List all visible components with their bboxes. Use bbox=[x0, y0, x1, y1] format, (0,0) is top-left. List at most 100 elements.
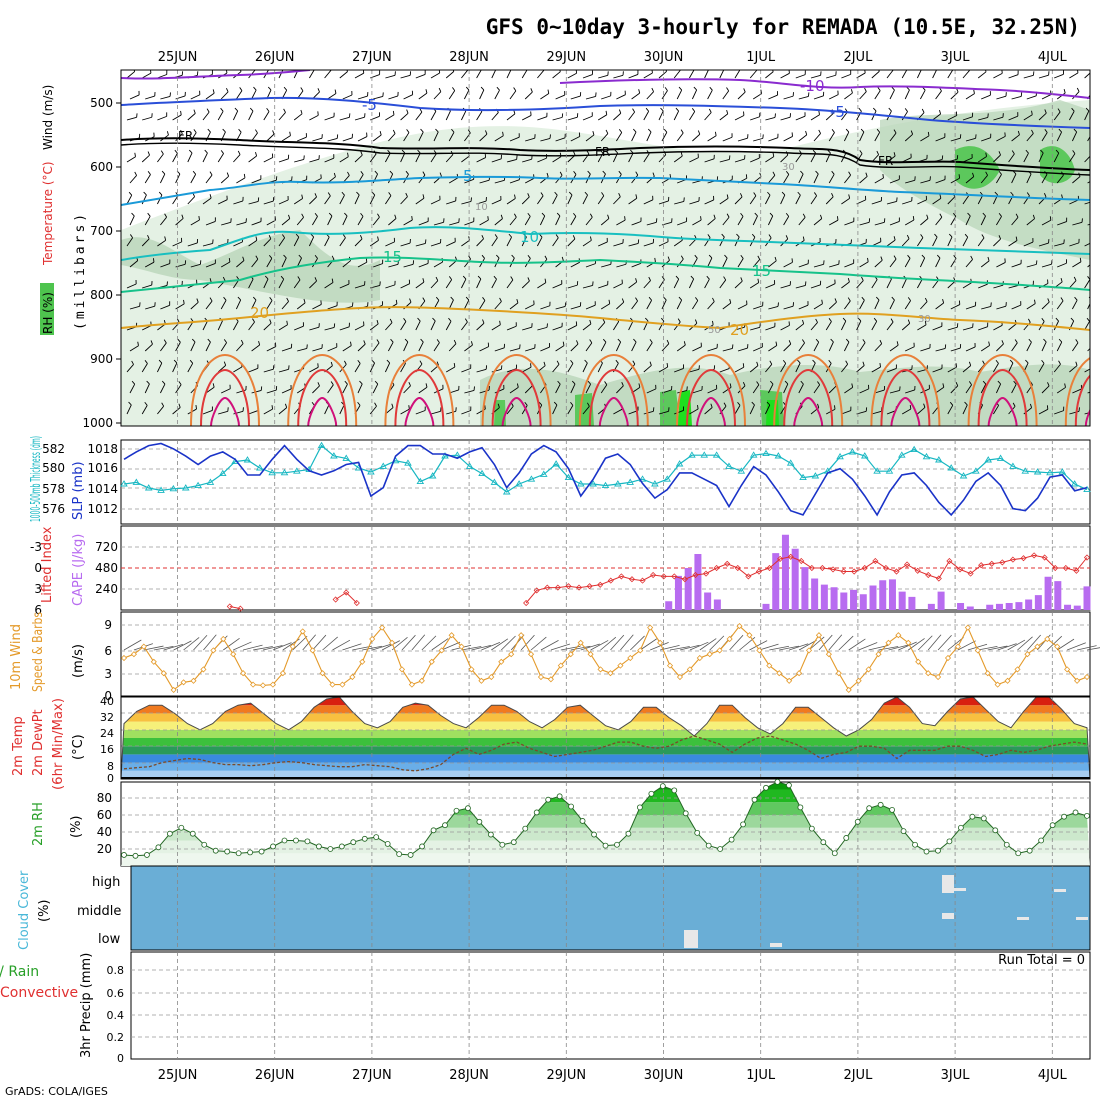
wind-barb bbox=[263, 322, 272, 331]
wind-barb bbox=[266, 219, 276, 226]
wind-barb bbox=[707, 135, 717, 142]
wind-speed-point bbox=[508, 651, 515, 658]
wind-barb-flag bbox=[1074, 296, 1078, 301]
wind-barb bbox=[977, 645, 998, 651]
wind-barb bbox=[460, 278, 467, 289]
wind-barb bbox=[202, 152, 208, 163]
wind-barb-flag bbox=[858, 107, 862, 112]
wind-barb bbox=[977, 156, 987, 163]
wind-barb bbox=[1056, 92, 1066, 100]
wind-barb bbox=[673, 239, 683, 247]
wind-barb-flag bbox=[967, 212, 971, 217]
wind-barb bbox=[689, 157, 699, 163]
wind-barb-flag bbox=[1057, 108, 1061, 113]
wind-barb bbox=[479, 300, 486, 310]
wind-barb bbox=[889, 89, 895, 100]
wind-barb bbox=[764, 404, 771, 415]
thickness-point bbox=[935, 456, 943, 463]
cloud-cover-block bbox=[1054, 889, 1066, 892]
rh-point bbox=[808, 825, 815, 832]
wind-barb-flag bbox=[740, 212, 744, 217]
lifted-index-point bbox=[893, 568, 900, 575]
wind-barb bbox=[509, 347, 520, 352]
wind-barb bbox=[658, 410, 669, 415]
wind-barb bbox=[889, 389, 900, 394]
wind-barb bbox=[582, 115, 593, 121]
wind-barb bbox=[385, 284, 396, 289]
wind-barb bbox=[248, 155, 257, 163]
wind-barb-flag bbox=[328, 212, 333, 217]
wind-barb-flag bbox=[344, 380, 348, 385]
rh-point bbox=[636, 804, 643, 811]
wind-barb bbox=[205, 174, 213, 184]
wind-barb bbox=[643, 72, 653, 79]
wind-barb bbox=[381, 640, 400, 651]
wind-barb bbox=[1041, 94, 1052, 100]
wind-barb-flag bbox=[177, 318, 180, 323]
wind-barb-flag bbox=[1031, 110, 1033, 115]
wind-barb bbox=[272, 642, 292, 651]
wind-barb bbox=[768, 383, 774, 394]
wind-barb-flag bbox=[425, 383, 428, 388]
wind-barb-flag bbox=[468, 255, 471, 260]
wind-barb-flag bbox=[997, 380, 1001, 385]
wind-barb bbox=[844, 174, 851, 184]
wind-barb bbox=[233, 154, 241, 163]
wind-barb bbox=[430, 111, 437, 121]
wind-barb-flag bbox=[939, 110, 942, 115]
wind-barb bbox=[521, 366, 532, 373]
precip-tick-label: 0 bbox=[117, 1052, 124, 1065]
wind-barb bbox=[342, 345, 352, 352]
wind-barb-flag bbox=[818, 129, 821, 134]
lifted-index-point bbox=[946, 557, 953, 565]
wind-barb bbox=[947, 326, 958, 331]
wind-barb bbox=[674, 368, 684, 373]
wind-barb-flag bbox=[1015, 236, 1018, 241]
wind-barb bbox=[692, 300, 699, 310]
cape-bar bbox=[1034, 595, 1042, 610]
wind-barb-flag bbox=[1055, 317, 1059, 322]
wind-barb-flag bbox=[665, 70, 667, 72]
wind-barb bbox=[962, 404, 968, 415]
wind-barb bbox=[1038, 74, 1049, 79]
lifted-index-point bbox=[533, 587, 540, 594]
thickness-point bbox=[1070, 480, 1079, 487]
surface-temp-lobe bbox=[696, 396, 726, 426]
wind-barb bbox=[935, 347, 946, 352]
wind-barb bbox=[646, 131, 652, 142]
wind-barb bbox=[707, 301, 715, 310]
wind-barb-flag bbox=[409, 298, 412, 303]
wind-barb bbox=[980, 215, 986, 226]
wind-barb-flag bbox=[436, 339, 440, 343]
wind-barb-flag bbox=[1013, 380, 1017, 385]
wind-barb bbox=[1023, 74, 1034, 79]
wind-barb-flag bbox=[813, 192, 817, 196]
wind-barb bbox=[937, 634, 952, 651]
wind-barb bbox=[1041, 341, 1047, 352]
wind-barb-flag bbox=[404, 338, 409, 343]
wind-barb-flag bbox=[968, 381, 972, 385]
wind-barb bbox=[1087, 223, 1090, 226]
wind-barb bbox=[342, 94, 353, 100]
wind-barb bbox=[476, 200, 487, 205]
wind-barb bbox=[567, 194, 573, 205]
wind-barb bbox=[1008, 362, 1014, 373]
wind-barb bbox=[172, 153, 178, 163]
wind-barb bbox=[628, 242, 639, 247]
thickness-point bbox=[367, 468, 375, 475]
wind-barb bbox=[616, 132, 623, 142]
wind-barb bbox=[889, 179, 900, 184]
wind-barb-flag bbox=[831, 129, 835, 133]
wind-barb-flag bbox=[614, 149, 618, 154]
wind-barb-flag bbox=[206, 108, 210, 113]
wind-barb bbox=[722, 257, 728, 268]
cape-bar bbox=[1064, 604, 1072, 610]
wind-barb bbox=[263, 368, 274, 373]
wind-barb-flag bbox=[189, 359, 194, 364]
wind-barb-flag bbox=[516, 383, 519, 388]
wind-barb bbox=[530, 636, 547, 651]
wind-barb bbox=[430, 72, 440, 79]
wind-barb bbox=[886, 239, 896, 247]
wind-barb bbox=[1057, 221, 1067, 226]
wind-barb bbox=[433, 342, 440, 352]
